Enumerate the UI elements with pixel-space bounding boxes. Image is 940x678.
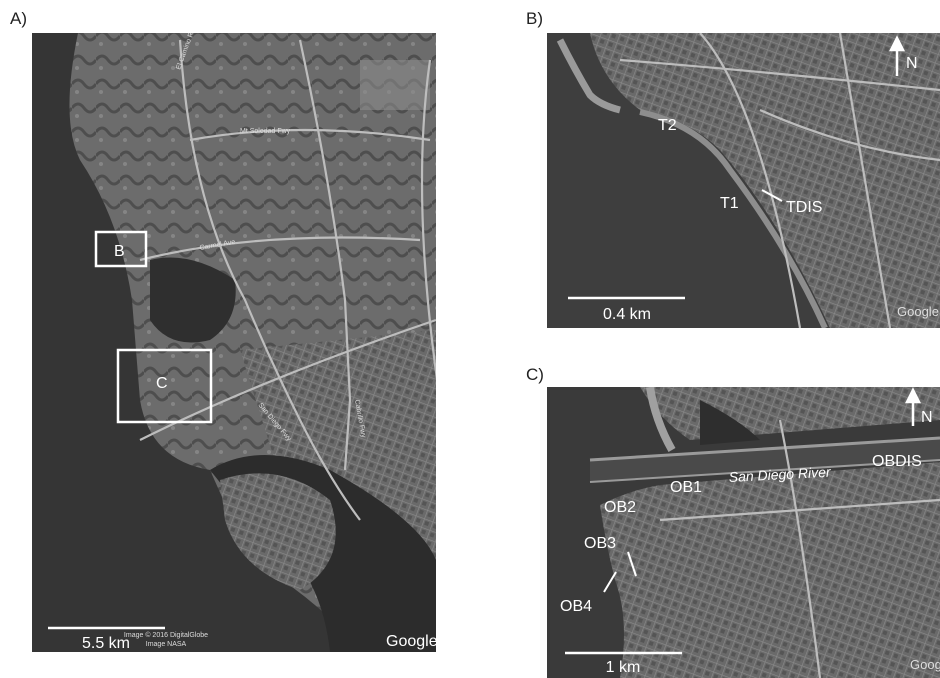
road-label: Mt Soledad Fwy [240,128,291,135]
site-label: T2 [658,117,677,134]
box-label: B [114,243,125,260]
map-b: T2 T1 TDIS N 0.4 km Google [547,33,940,328]
compass: N [906,55,918,72]
credit: Image NASA [146,641,187,648]
leader-line [761,189,783,202]
river-label: San Diego River [728,464,832,485]
box-label: C [156,375,168,392]
site-label: OB3 [584,535,616,552]
watermark: Google [910,657,940,672]
scale-label: 0.4 km [603,306,651,323]
north-arrow [904,387,922,426]
compass: N [468,59,480,76]
road-label: Escondido Fwy [458,359,473,407]
watermark: Google Earth [386,633,480,650]
credit: Image © 2016 DigitalGlobe [124,631,208,639]
compass: N [921,409,933,426]
panel-label: B) [526,9,543,28]
site-label: OB1 [670,479,702,496]
inset-box [94,230,148,268]
map-a: El Camino Real Mt Soledad Fwy Carmel Ave… [32,33,480,652]
scale-label: 1 km [606,659,641,676]
map-c: OB1 OB2 OB3 OB4 OBDIS San Diego River N … [547,387,940,678]
scale-label: 5.5 km [82,635,130,652]
north-arrow [451,40,463,78]
north-arrow [888,35,906,76]
site-label: OBDIS [872,453,922,470]
site-label: TDIS [786,199,822,216]
panel-label: A) [10,9,27,28]
leader-line [627,551,637,577]
watermark: Google [897,304,939,319]
inset-box [116,348,213,424]
site-label: T1 [720,195,739,212]
panel-label: C) [526,365,544,384]
site-label: OB4 [560,598,592,615]
site-label: OB2 [604,499,636,516]
leader-line [603,571,617,593]
